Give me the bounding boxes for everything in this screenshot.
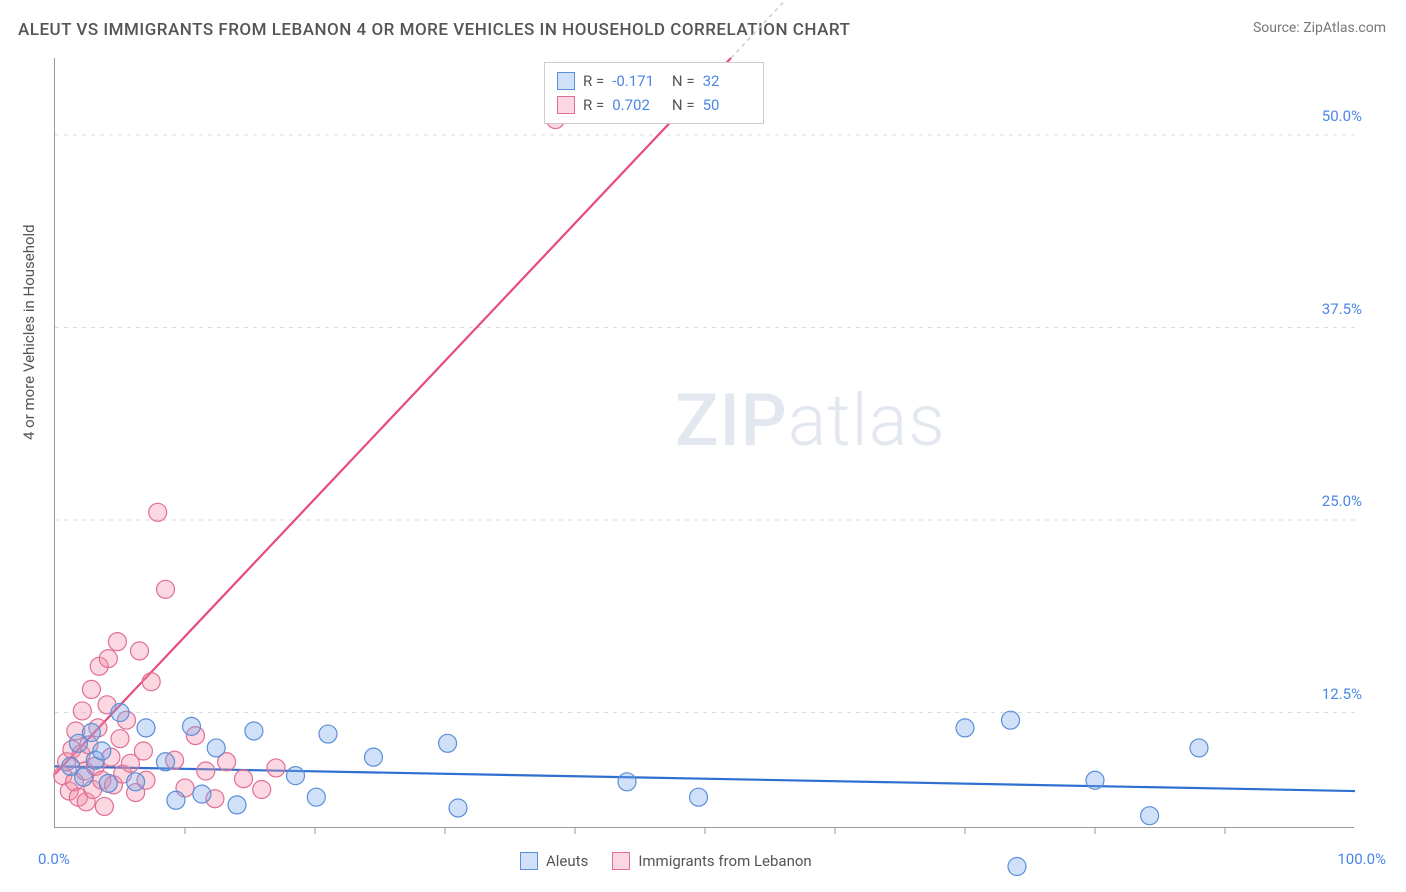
legend-series-label: Aleuts — [546, 852, 588, 870]
legend-swatch — [520, 852, 538, 870]
x-axis-min-label: 0.0% — [38, 850, 70, 868]
series-legend: Aleuts Immigrants from Lebanon — [520, 852, 812, 870]
n-label: N = — [668, 69, 694, 93]
n-value: 32 — [703, 69, 751, 93]
r-value: 0.702 — [612, 93, 660, 117]
legend-series-item: Aleuts — [520, 852, 588, 870]
chart-title: ALEUT VS IMMIGRANTS FROM LEBANON 4 OR MO… — [18, 20, 850, 40]
legend-stat-row: R = -0.171 N = 32 — [557, 69, 751, 93]
source-attribution: Source: ZipAtlas.com — [1253, 20, 1386, 36]
legend-stat-row: R = 0.702 N = 50 — [557, 93, 751, 117]
legend-swatch — [557, 72, 575, 90]
legend-swatch — [557, 96, 575, 114]
legend-swatch — [612, 852, 630, 870]
y-tick-label: 25.0% — [1302, 492, 1362, 510]
correlation-legend: R = -0.171 N = 32R = 0.702 N = 50 — [544, 62, 764, 124]
legend-series-label: Immigrants from Lebanon — [638, 852, 811, 870]
plot-area: ZIPatlas — [54, 58, 1354, 828]
r-value: -0.171 — [612, 69, 660, 93]
y-tick-label: 50.0% — [1302, 107, 1362, 125]
r-label: R = — [583, 69, 604, 93]
x-axis-max-label: 100.0% — [1337, 850, 1386, 868]
n-value: 50 — [703, 93, 751, 117]
y-tick-label: 37.5% — [1302, 300, 1362, 318]
y-axis-label: 4 or more Vehicles in Household — [20, 224, 38, 440]
legend-series-item: Immigrants from Lebanon — [612, 852, 811, 870]
r-label: R = — [583, 93, 604, 117]
chart-svg — [55, 58, 1355, 828]
n-label: N = — [668, 93, 694, 117]
y-tick-label: 12.5% — [1302, 685, 1362, 703]
